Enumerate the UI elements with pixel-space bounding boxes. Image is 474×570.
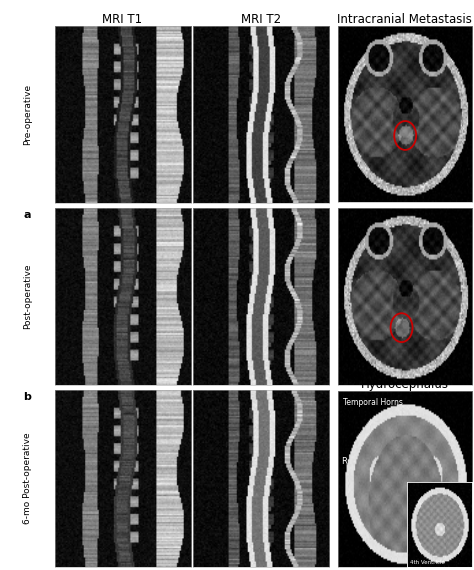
Title: MRI T1: MRI T1 bbox=[102, 13, 143, 26]
Text: a: a bbox=[24, 210, 31, 219]
Text: Temporal Horns: Temporal Horns bbox=[343, 398, 403, 407]
Text: R: R bbox=[342, 457, 347, 466]
Text: d: d bbox=[342, 369, 349, 379]
Title: Hydrocephalus: Hydrocephalus bbox=[361, 378, 448, 391]
Text: 6-mo Post-operative: 6-mo Post-operative bbox=[23, 433, 32, 524]
Text: e: e bbox=[342, 552, 349, 562]
Text: Pre-operative: Pre-operative bbox=[23, 84, 32, 145]
Title: MRI T2: MRI T2 bbox=[241, 13, 282, 26]
Text: b: b bbox=[23, 392, 31, 402]
Title: Intracranial Metastasis: Intracranial Metastasis bbox=[337, 13, 472, 26]
Text: Post-operative: Post-operative bbox=[23, 264, 32, 329]
